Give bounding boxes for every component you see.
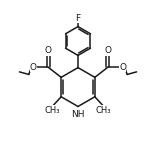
Text: CH₃: CH₃	[45, 105, 60, 114]
Text: O: O	[45, 47, 52, 56]
Text: F: F	[76, 14, 80, 23]
Text: O: O	[119, 63, 126, 72]
Text: O: O	[30, 63, 37, 72]
Text: NH: NH	[71, 110, 85, 119]
Text: O: O	[104, 47, 111, 56]
Text: CH₃: CH₃	[96, 105, 111, 114]
